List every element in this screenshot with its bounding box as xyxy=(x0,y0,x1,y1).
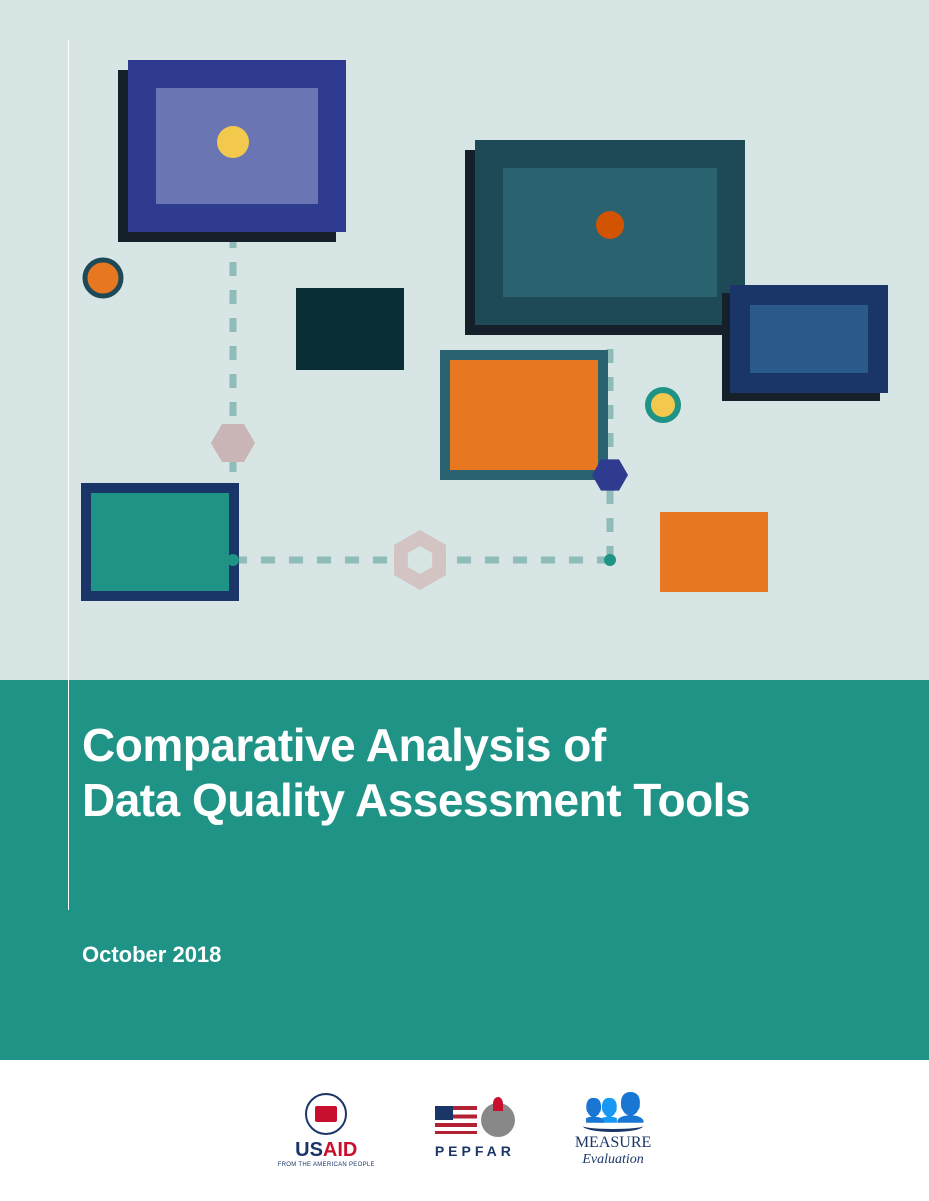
vertical-divider-line xyxy=(68,40,69,910)
pepfar-logo: PEPFAR xyxy=(435,1103,515,1159)
usaid-logo: USAID FROM THE AMERICAN PEOPLE xyxy=(278,1093,375,1168)
usaid-logo-text: USAID xyxy=(295,1139,357,1162)
document-title: Comparative Analysis of Data Quality Ass… xyxy=(82,718,750,828)
measure-logo: 👥👤 MEASURE Evaluation xyxy=(575,1094,651,1168)
measure-logo-subtext: Evaluation xyxy=(582,1152,643,1168)
cover-graphic-area xyxy=(0,0,929,680)
usaid-tagline: FROM THE AMERICAN PEOPLE xyxy=(278,1162,375,1168)
people-icon: 👥👤 xyxy=(584,1094,642,1122)
globe-icon xyxy=(481,1103,515,1137)
logos-footer: USAID FROM THE AMERICAN PEOPLE PEPFAR 👥👤… xyxy=(0,1060,929,1201)
measure-logo-text: MEASURE xyxy=(575,1134,651,1152)
pepfar-logo-text: PEPFAR xyxy=(435,1143,515,1159)
arc-icon xyxy=(583,1120,643,1132)
publication-date: October 2018 xyxy=(82,942,221,968)
flag-icon xyxy=(435,1106,477,1134)
title-line-1: Comparative Analysis of xyxy=(82,719,606,771)
usaid-seal-icon xyxy=(305,1093,347,1135)
pepfar-icon xyxy=(435,1103,515,1137)
title-panel: Comparative Analysis of Data Quality Ass… xyxy=(0,680,929,1060)
title-line-2: Data Quality Assessment Tools xyxy=(82,774,750,826)
cover-diagram xyxy=(0,0,929,680)
